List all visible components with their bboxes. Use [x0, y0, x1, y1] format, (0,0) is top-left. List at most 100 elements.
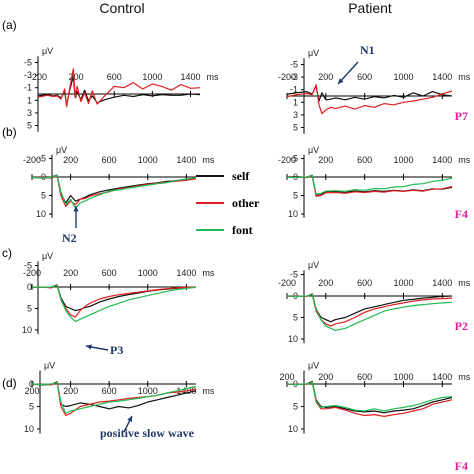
y-tick-label: -5 — [290, 60, 298, 70]
x-tick-label: 200 — [318, 72, 333, 82]
panel-label: c) — [2, 246, 12, 260]
y-tick-label: 5 — [29, 402, 34, 412]
x-tick-label: 200 — [279, 372, 294, 382]
annotation-arrowhead — [73, 206, 79, 212]
x-tick-label: 600 — [102, 386, 117, 396]
electrode-label: F4 — [455, 207, 468, 221]
x-unit-label: ms — [202, 268, 214, 278]
component-annotation: P3 — [110, 343, 123, 357]
x-tick-label: 1400 — [432, 278, 452, 288]
x-tick-label: 200 — [318, 372, 333, 382]
column-header-control: Control — [99, 0, 144, 16]
y-tick-label: -3 — [24, 70, 32, 80]
y-unit-label: μV — [308, 260, 319, 270]
series-line-font — [31, 382, 197, 414]
y-unit-label: μV — [308, 48, 319, 58]
y-tick-label: 3 — [293, 110, 298, 120]
y-tick-label: -1 — [24, 83, 32, 93]
y-unit-label: μV — [308, 361, 319, 371]
electrode-label: P2 — [455, 319, 468, 333]
series-line-other — [37, 68, 201, 108]
x-tick-label: 1400 — [180, 72, 200, 82]
y-tick-label: -5 — [24, 58, 32, 68]
x-unit-label: ms — [458, 72, 470, 82]
y-tick-label: 10 — [22, 325, 32, 335]
electrode-label: P7 — [455, 109, 468, 123]
series-line-font — [286, 381, 453, 412]
y-tick-label: 10 — [288, 209, 298, 219]
series-line-font — [286, 294, 453, 331]
y-tick-label: 5 — [293, 313, 298, 323]
y-tick-label: 5 — [293, 123, 298, 133]
panel-a-patient: -5 -3 -1 1 3 5 μV -200 200 600 1000 1400 ms N1 P7 — [278, 43, 471, 134]
legend: self other font — [196, 169, 260, 237]
y-unit-label: μV — [308, 145, 319, 155]
y-tick-label: -5 — [290, 154, 298, 164]
x-tick-label: -200 — [29, 72, 47, 82]
y-tick-label: 5 — [293, 402, 298, 412]
x-tick-label: 600 — [107, 72, 122, 82]
x-tick-label: 600 — [102, 155, 117, 165]
y-unit-label: μV — [44, 361, 55, 371]
column-header-patient: Patient — [348, 0, 392, 16]
y-tick-label: 5 — [27, 121, 32, 131]
y-tick-label: 10 — [288, 424, 298, 434]
y-tick-label: 0 — [29, 379, 34, 389]
series-line-other — [286, 175, 453, 197]
x-tick-label: 1400 — [432, 155, 452, 165]
y-unit-label: μV — [56, 145, 67, 155]
x-tick-label: 1400 — [432, 372, 452, 382]
y-tick-label: 1 — [27, 95, 32, 105]
series-line-self — [31, 174, 197, 204]
x-tick-label: 200 — [318, 278, 333, 288]
y-tick-label: 5 — [41, 191, 46, 201]
panel-label: (b) — [2, 125, 17, 139]
y-tick-label: 10 — [36, 209, 46, 219]
annotation-arrowhead — [338, 78, 344, 84]
annotation-arrowhead — [86, 344, 92, 350]
panel-label: (d) — [2, 376, 17, 390]
x-tick-label: 1000 — [138, 386, 158, 396]
x-tick-label: 600 — [102, 268, 117, 278]
x-tick-label: 1000 — [142, 72, 162, 82]
x-tick-label: 1000 — [138, 268, 158, 278]
y-unit-label: μV — [42, 251, 53, 261]
y-tick-label: -5 — [24, 261, 32, 271]
legend-label-other: other — [232, 196, 260, 210]
component-annotation: N2 — [62, 231, 77, 245]
y-tick-label: -5 — [38, 154, 46, 164]
y-tick-label: 10 — [24, 424, 34, 434]
x-tick-label: -200 — [23, 268, 41, 278]
series-line-font — [31, 285, 197, 322]
x-tick-label: -200 — [278, 278, 296, 288]
x-unit-label: ms — [458, 372, 470, 382]
x-tick-label: 600 — [357, 72, 372, 82]
x-tick-label: -200 — [278, 155, 296, 165]
x-tick-label: 600 — [357, 155, 372, 165]
y-tick-label: -1 — [290, 85, 298, 95]
y-tick-label: 10 — [288, 334, 298, 344]
x-tick-label: 1400 — [432, 72, 452, 82]
legend-label-self: self — [232, 169, 250, 183]
y-tick-label: -3 — [290, 72, 298, 82]
series-line-self — [286, 380, 453, 414]
x-tick-label: -200 — [278, 72, 296, 82]
x-tick-label: 1000 — [393, 372, 413, 382]
annotation-arrowhead — [127, 416, 132, 422]
legend-label-font: font — [232, 223, 253, 237]
x-tick-label: 600 — [357, 372, 372, 382]
electrode-label: F4 — [455, 459, 468, 473]
y-tick-label: 1 — [293, 97, 298, 107]
y-tick-label: 5 — [27, 304, 32, 314]
x-tick-label: 200 — [63, 268, 78, 278]
panel-label: (a) — [2, 18, 17, 32]
x-unit-label: ms — [202, 155, 214, 165]
x-tick-label: 600 — [357, 278, 372, 288]
x-tick-label: 1000 — [393, 278, 413, 288]
x-unit-label: ms — [458, 155, 470, 165]
x-unit-label: ms — [458, 278, 470, 288]
